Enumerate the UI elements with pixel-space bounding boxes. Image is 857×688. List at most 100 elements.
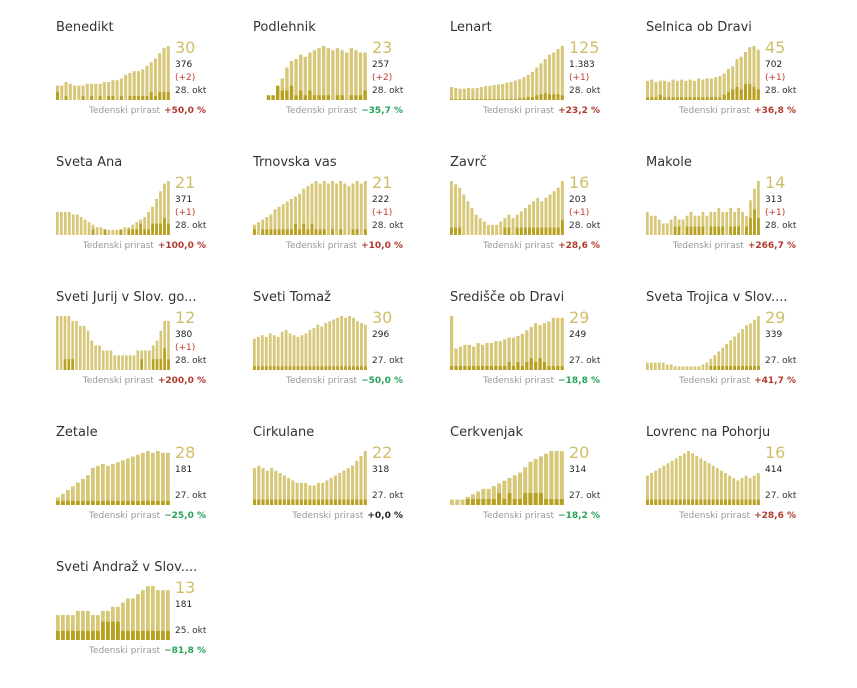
daily-bar xyxy=(507,493,512,505)
daily-bar xyxy=(299,90,303,100)
active-bar xyxy=(291,480,295,505)
active-bar xyxy=(119,78,123,100)
daily-bar xyxy=(141,500,145,505)
weekly-growth-label: Tedenski prirast xyxy=(672,241,744,251)
active-bar xyxy=(355,181,359,235)
daily-bar xyxy=(554,499,559,505)
daily-bar xyxy=(257,499,261,505)
weekly-growth: Tedenski prirast +100,0 % xyxy=(83,241,206,251)
active-bar xyxy=(705,362,709,370)
total-cases-value: 203 xyxy=(569,195,587,205)
daily-bar xyxy=(674,499,678,505)
active-bar xyxy=(654,470,658,505)
active-bar xyxy=(721,211,725,235)
active-bar xyxy=(744,475,748,505)
active-bar xyxy=(697,215,701,235)
sparkline-chart xyxy=(253,316,368,370)
last-update-date: 28. okt xyxy=(175,221,207,231)
daily-bar xyxy=(650,97,654,100)
sparkline-svg xyxy=(450,181,564,236)
daily-bar xyxy=(325,499,329,505)
daily-bar xyxy=(462,99,466,100)
active-bar xyxy=(151,452,155,505)
active-bar xyxy=(714,77,718,100)
active-bar xyxy=(528,461,533,505)
daily-bar xyxy=(336,366,340,370)
daily-bar xyxy=(71,500,75,505)
active-bar xyxy=(685,366,689,370)
daily-bar xyxy=(739,89,743,100)
daily-bar xyxy=(515,227,519,236)
weekly-growth-value: +41,7 % xyxy=(754,376,796,386)
daily-bar xyxy=(363,499,367,505)
daily-bar xyxy=(131,630,135,640)
daily-bar xyxy=(161,630,165,640)
daily-bar xyxy=(344,366,347,370)
daily-bar xyxy=(155,223,158,235)
weekly-growth-value: −35,7 % xyxy=(361,106,403,116)
daily-bar xyxy=(348,366,351,370)
daily-bar xyxy=(119,96,123,100)
active-bar xyxy=(135,222,139,235)
daily-bar xyxy=(533,493,538,505)
active-bar xyxy=(511,218,515,236)
active-cases-value: 16 xyxy=(765,443,786,462)
daily-bar xyxy=(701,97,705,100)
municipality-card: Benedikt 30 376 (+2) 28. okt Tedenski prirast… xyxy=(56,20,246,148)
daily-bar xyxy=(479,99,483,100)
active-bar xyxy=(102,82,106,100)
weekly-growth: Tedenski prirast −18,8 % xyxy=(483,376,600,386)
daily-bar xyxy=(518,98,522,100)
last-update-date: 27. okt xyxy=(569,491,601,501)
active-bar xyxy=(515,214,519,235)
active-bar xyxy=(332,319,336,370)
active-bar xyxy=(316,324,320,370)
daily-bar xyxy=(703,499,707,505)
active-cases-value: 20 xyxy=(569,443,590,462)
daily-bar xyxy=(732,499,736,505)
active-bar xyxy=(349,48,353,100)
active-bar xyxy=(507,337,511,370)
active-bar xyxy=(699,458,703,505)
daily-bar xyxy=(107,96,111,100)
daily-bar xyxy=(106,621,110,640)
daily-bar xyxy=(61,630,65,640)
active-bar xyxy=(559,451,564,505)
daily-bar xyxy=(71,359,74,370)
daily-bar xyxy=(725,365,729,370)
active-bar xyxy=(745,325,748,370)
total-cases-value: 296 xyxy=(372,330,390,340)
active-bar xyxy=(335,48,340,100)
daily-bar xyxy=(705,97,709,100)
active-bar xyxy=(167,181,170,235)
active-bar xyxy=(107,82,111,100)
daily-bar xyxy=(332,366,336,370)
daily-bar xyxy=(535,95,539,100)
daily-bar xyxy=(715,499,719,505)
active-bar xyxy=(79,217,83,235)
sparkline-chart xyxy=(253,181,368,235)
active-bar xyxy=(491,486,496,505)
active-bar xyxy=(715,468,719,505)
active-bar xyxy=(67,316,71,370)
daily-bar xyxy=(66,500,70,505)
daily-bar xyxy=(484,99,488,100)
active-bar xyxy=(743,52,748,100)
sparkline-svg xyxy=(253,451,367,505)
active-bar xyxy=(718,76,722,100)
weekly-growth-value: +50,0 % xyxy=(164,106,206,116)
daily-bar xyxy=(98,96,102,100)
daily-bar xyxy=(749,365,752,370)
active-bar xyxy=(66,615,70,640)
active-bar xyxy=(149,62,153,100)
active-bar xyxy=(156,590,160,640)
daily-bar xyxy=(670,499,674,505)
active-bar xyxy=(151,206,154,235)
sparkline-chart xyxy=(450,46,565,100)
active-bar xyxy=(674,458,678,505)
active-cases-value: 45 xyxy=(765,38,786,57)
active-bar xyxy=(136,594,140,640)
active-bar xyxy=(59,316,63,370)
active-bar xyxy=(538,325,542,370)
daily-bar xyxy=(276,366,280,370)
